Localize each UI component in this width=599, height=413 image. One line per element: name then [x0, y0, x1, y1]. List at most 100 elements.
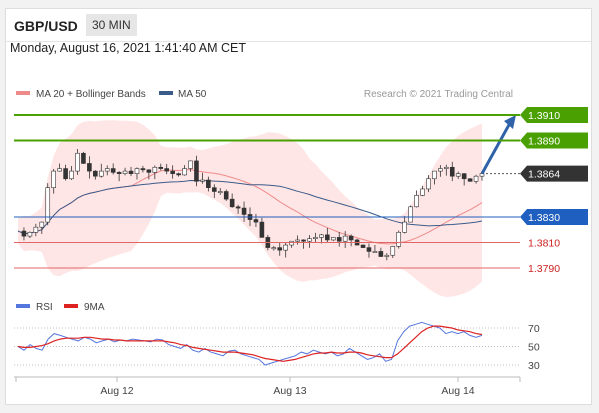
candle-body — [467, 178, 473, 182]
candle-body — [75, 152, 80, 172]
level-tag-resistance — [520, 132, 588, 149]
candle-body — [69, 170, 74, 180]
candle-body — [432, 170, 437, 180]
candle-body — [307, 238, 312, 242]
candle-body — [104, 168, 110, 172]
timeframe-badge[interactable]: 30 MIN — [86, 14, 137, 36]
candle-body — [289, 240, 294, 246]
candle-body — [259, 221, 265, 238]
rsi-level-label: 50 — [528, 342, 540, 354]
price-levels: 1.3910 1.3890 1.3864 1.3830 1.3810 1.3790 — [14, 107, 588, 275]
candle-body — [57, 168, 62, 172]
rsi-level-label: 70 — [528, 323, 540, 335]
candle-body — [301, 239, 306, 242]
level-tag-current — [520, 165, 588, 182]
candle-body — [384, 254, 390, 257]
candle-body — [200, 179, 205, 182]
candle-body — [33, 226, 39, 233]
candle-body — [390, 246, 396, 256]
projection-arrow-shaft — [480, 122, 512, 175]
candle-body — [402, 221, 407, 233]
candle-body — [253, 219, 259, 223]
candle-body — [342, 235, 348, 242]
ma20-legend-label: MA 20 + Bollinger Bands — [36, 89, 146, 100]
candle-body — [93, 170, 98, 177]
candle-body — [194, 160, 199, 182]
rsi-panel: 70 50 30 — [14, 321, 540, 372]
time-axis-label: Aug 12 — [100, 385, 133, 397]
rsi-ma-legend-label: 9MA — [84, 302, 105, 313]
timestamp-label: Monday, August 16, 2021 1:41:40 AM CET — [10, 41, 247, 55]
candle-body — [420, 188, 425, 196]
candle-body — [51, 170, 56, 188]
candle-body — [408, 206, 413, 223]
rsi-line — [17, 321, 483, 366]
rsi-legend-swatch — [16, 304, 30, 308]
candle-body — [182, 168, 187, 176]
time-axis-label: Aug 14 — [441, 385, 474, 397]
instrument-title: GBP/USD — [14, 18, 78, 34]
candle-body — [223, 191, 229, 200]
candle-body — [414, 195, 419, 208]
candle-body — [336, 237, 342, 242]
candle-body — [110, 168, 116, 173]
candle-body — [217, 191, 223, 194]
candle-body — [378, 251, 384, 257]
candle-body — [45, 187, 51, 223]
candle-body — [122, 170, 128, 174]
candle-body — [313, 237, 318, 239]
candle-body — [360, 244, 366, 248]
candle-body — [235, 206, 241, 209]
level-tag-resistance — [520, 107, 588, 123]
candle-body — [39, 221, 45, 228]
candle-body — [128, 170, 134, 174]
ma50-legend-label: MA 50 — [178, 89, 207, 100]
candle-body — [98, 170, 104, 177]
rsi-ma-line — [17, 325, 483, 362]
rsi-ma-legend-swatch — [64, 304, 78, 308]
level-label-resistance: 1.3890 — [528, 136, 560, 148]
candle-body — [206, 179, 211, 188]
candle-body — [426, 178, 431, 190]
candle-body — [241, 207, 247, 215]
candle-body — [455, 173, 461, 177]
candle-body — [27, 232, 33, 237]
candle-body — [325, 234, 330, 241]
candle-body — [140, 168, 146, 171]
candle-body — [134, 168, 140, 174]
candle-body — [146, 169, 152, 173]
candle-body — [212, 187, 217, 192]
candle-body — [81, 152, 86, 164]
chart-header: GBP/USD 30 MIN — [6, 9, 591, 42]
ma20-legend-swatch — [16, 91, 30, 95]
credit-label: Research © 2021 Trading Central — [364, 89, 513, 100]
level-label-support: 1.3810 — [528, 238, 560, 250]
candle-body — [164, 168, 170, 172]
level-label-current: 1.3864 — [528, 169, 560, 181]
candle-body — [461, 173, 467, 180]
time-axis-label: Aug 13 — [273, 385, 306, 397]
candle-body — [283, 244, 288, 251]
level-tag-pivot — [520, 209, 588, 225]
candle-body — [158, 166, 164, 169]
candle-body — [152, 166, 158, 173]
ma50-legend-swatch — [159, 91, 173, 95]
rsi-legend-label: RSI — [36, 302, 53, 313]
candle-body — [295, 239, 300, 242]
candle-body — [396, 232, 402, 247]
price-plot — [17, 115, 516, 297]
candle-body — [116, 172, 122, 174]
candle-body — [330, 237, 336, 241]
candle-body — [170, 170, 175, 174]
candle-body — [473, 175, 479, 182]
rsi-level-label: 30 — [528, 360, 540, 372]
candle-body — [271, 247, 277, 250]
candle-body — [449, 166, 455, 177]
candle-body — [438, 168, 443, 172]
time-axis: Aug 12 Aug 13 Aug 14 — [14, 376, 521, 397]
candle-body — [21, 230, 27, 237]
projection-arrow-head — [504, 115, 516, 129]
candle-body — [63, 168, 68, 180]
candle-body — [176, 173, 181, 176]
